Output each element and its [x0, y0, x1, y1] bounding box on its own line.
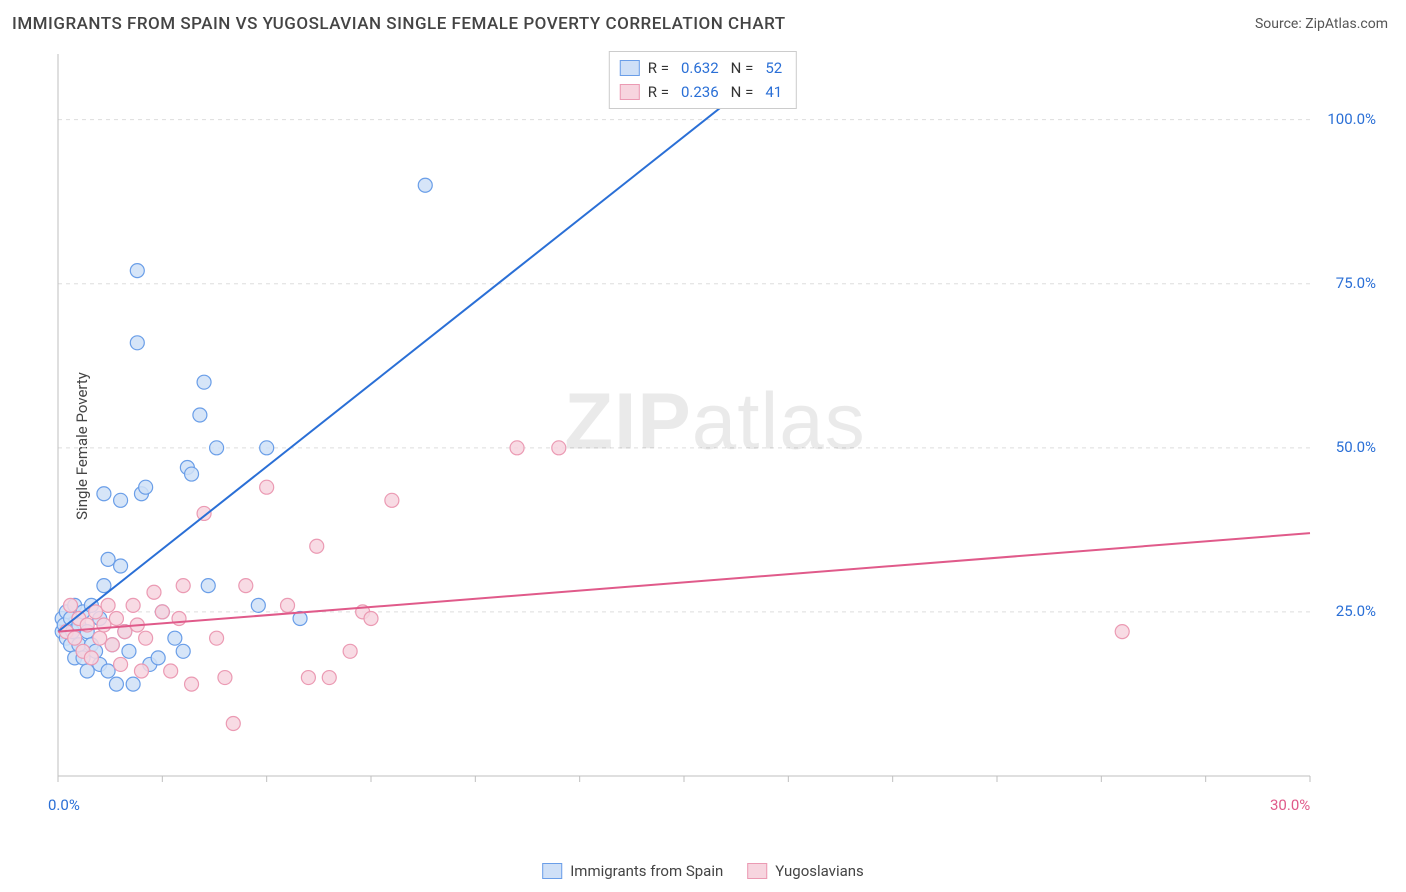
legend-swatch-yugoslavia	[747, 863, 767, 879]
r-value-spain: 0.632	[681, 56, 719, 80]
r-label: R =	[648, 56, 669, 80]
y-tick-label: 50.0%	[1336, 438, 1376, 456]
n-value-yugoslavia: 41	[765, 80, 782, 104]
series-legend: Immigrants from Spain Yugoslavians	[542, 862, 864, 880]
scatter-plot: ZIPatlas	[50, 46, 1380, 806]
y-tick-label: 25.0%	[1336, 602, 1376, 620]
n-label: N =	[731, 80, 754, 104]
correlation-row-spain: R = 0.632 N = 52	[620, 56, 786, 80]
swatch-spain	[620, 60, 640, 76]
swatch-yugoslavia	[620, 84, 640, 100]
source-prefix: Source:	[1255, 16, 1305, 32]
legend-swatch-spain	[542, 863, 562, 879]
chart-title: IMMIGRANTS FROM SPAIN VS YUGOSLAVIAN SIN…	[12, 14, 786, 34]
y-tick-label: 100.0%	[1327, 110, 1376, 128]
legend-label-spain: Immigrants from Spain	[570, 862, 723, 880]
legend-item-yugoslavia: Yugoslavians	[747, 862, 864, 880]
source-name: ZipAtlas.com	[1305, 16, 1388, 32]
legend-label-yugoslavia: Yugoslavians	[775, 862, 864, 880]
x-axis-max-label: 30.0%	[1270, 796, 1310, 814]
r-label: R =	[648, 80, 669, 104]
r-value-yugoslavia: 0.236	[681, 80, 719, 104]
y-tick-label: 75.0%	[1336, 274, 1376, 292]
n-value-spain: 52	[765, 56, 782, 80]
correlation-legend: R = 0.632 N = 52 R = 0.236 N = 41	[609, 51, 797, 109]
x-axis-min-label: 0.0%	[48, 796, 80, 814]
legend-item-spain: Immigrants from Spain	[542, 862, 723, 880]
correlation-row-yugoslavia: R = 0.236 N = 41	[620, 80, 786, 104]
source-attribution: Source: ZipAtlas.com	[1255, 16, 1388, 32]
plot-svg	[50, 46, 1380, 806]
n-label: N =	[731, 56, 754, 80]
